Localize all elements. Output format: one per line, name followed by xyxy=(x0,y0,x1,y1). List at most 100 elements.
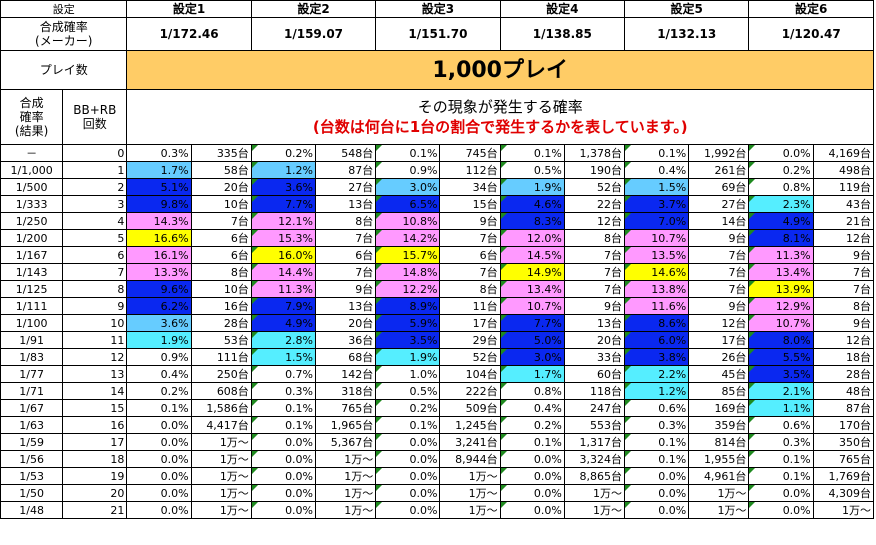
setting-1-probability: 0.2% xyxy=(126,382,192,400)
setting-4-probability: 0.4% xyxy=(499,399,565,417)
setting-3-machine-count: 3,241台 xyxy=(439,433,501,451)
setting-1-machine-count: 111台 xyxy=(190,348,252,366)
setting-3-machine-count: 745台 xyxy=(439,144,501,162)
setting-2-probability: 0.1% xyxy=(250,416,317,434)
setting-1-machine-count: 10台 xyxy=(190,280,252,298)
setting-3-machine-count: 34台 xyxy=(439,178,501,196)
row-result-odds: 1/63 xyxy=(0,416,64,434)
table-row: － 0 0.3% 335台 0.2% 548台 0.1% 745台 0.1% 1,378台 0.1%… xyxy=(0,144,875,162)
setting-4-machine-count: 8,865台 xyxy=(563,467,626,485)
setting-3-probability: 3.5% xyxy=(375,331,441,349)
setting-3-odds: 1/151.70 xyxy=(375,17,501,51)
setting-6-probability: 2.3% xyxy=(748,195,814,213)
table-row: 1/50 20 0.0% 1万～ 0.0% 1万～ 0.0% 1万～ 0.0% 1万～ 0.0% 1万… xyxy=(0,484,875,502)
setting-6-probability: 0.0% xyxy=(748,484,814,502)
row-bbrb-count: 13 xyxy=(62,365,128,383)
setting-1-probability: 16.6% xyxy=(126,229,192,247)
table-row: 1/500 2 5.1% 20台 3.6% 27台 3.0% 34台 1.9% 52台 1.5% 69… xyxy=(0,178,875,196)
plays-label: プレイ数 xyxy=(0,50,128,90)
setting-6-probability: 13.4% xyxy=(748,263,814,281)
setting-3-machine-count: 52台 xyxy=(439,348,501,366)
setting-5-machine-count: 85台 xyxy=(688,382,750,400)
setting-5-machine-count: 261台 xyxy=(688,161,750,179)
setting-6-machine-count: 7台 xyxy=(812,280,875,298)
setting-1-probability: 0.0% xyxy=(126,433,192,451)
table-row: 1/63 16 0.0% 4,417台 0.1% 1,965台 0.1% 1,245台 0.2%… xyxy=(0,416,875,434)
row-result-odds: 1/143 xyxy=(0,263,64,281)
row-result-odds: 1/500 xyxy=(0,178,64,196)
row-result-odds: 1/67 xyxy=(0,399,64,417)
table-row: 1/56 18 0.0% 1万～ 0.0% 1万～ 0.0% 8,944台 0.0% 3,324台… xyxy=(0,450,875,468)
setting-6-header: 設定6 xyxy=(748,0,874,18)
setting-1-probability: 1.9% xyxy=(126,331,192,349)
setting-5-probability: 0.3% xyxy=(624,416,690,434)
setting-4-machine-count: 1,317台 xyxy=(563,433,626,451)
setting-2-probability: 0.0% xyxy=(250,433,317,451)
setting-5-machine-count: 45台 xyxy=(688,365,750,383)
row-bbrb-count: 5 xyxy=(62,229,128,247)
setting-4-machine-count: 1,378台 xyxy=(563,144,626,162)
row-result-odds: 1/167 xyxy=(0,246,64,264)
row-bbrb-count: 14 xyxy=(62,382,128,400)
table-row: 1/53 19 0.0% 1万～ 0.0% 1万～ 0.0% 1万～ 0.0% 8,865台 0.0… xyxy=(0,467,875,485)
setting-4-machine-count: 20台 xyxy=(563,331,626,349)
setting-5-probability: 0.4% xyxy=(624,161,690,179)
setting-3-machine-count: 15台 xyxy=(439,195,501,213)
setting-1-machine-count: 58台 xyxy=(190,161,252,179)
setting-1-probability: 9.6% xyxy=(126,280,192,298)
setting-5-machine-count: 7台 xyxy=(688,280,750,298)
setting-2-machine-count: 318台 xyxy=(315,382,377,400)
row-bbrb-count: 15 xyxy=(62,399,128,417)
setting-1-probability: 0.0% xyxy=(126,467,192,485)
setting-3-machine-count: 104台 xyxy=(439,365,501,383)
setting-3-machine-count: 1万～ xyxy=(439,467,501,485)
setting-3-probability: 6.5% xyxy=(375,195,441,213)
setting-6-machine-count: 28台 xyxy=(812,365,875,383)
setting-2-probability: 0.0% xyxy=(250,450,317,468)
setting-4-machine-count: 13台 xyxy=(563,314,626,332)
table-row: 1/333 3 9.8% 10台 7.7% 13台 6.5% 15台 4.6% 22台 3.7% 27… xyxy=(0,195,875,213)
setting-2-machine-count: 5,367台 xyxy=(315,433,377,451)
setting-5-probability: 0.1% xyxy=(624,144,690,162)
setting-2-machine-count: 1万～ xyxy=(315,501,377,519)
setting-3-probability: 14.2% xyxy=(375,229,441,247)
setting-1-machine-count: 7台 xyxy=(190,212,252,230)
setting-3-machine-count: 7台 xyxy=(439,229,501,247)
row-result-odds: 1/77 xyxy=(0,365,64,383)
table-row: 1/91 11 1.9% 53台 2.8% 36台 3.5% 29台 5.0% 20台 6.0% 17… xyxy=(0,331,875,349)
setting-6-probability: 0.0% xyxy=(748,501,814,519)
setting-5-header: 設定5 xyxy=(624,0,750,18)
setting-1-machine-count: 335台 xyxy=(190,144,252,162)
setting-1-probability: 0.0% xyxy=(126,501,192,519)
setting-3-probability: 0.1% xyxy=(375,144,441,162)
setting-5-machine-count: 1万～ xyxy=(688,484,750,502)
setting-1-machine-count: 1万～ xyxy=(190,484,252,502)
setting-3-probability: 0.2% xyxy=(375,399,441,417)
setting-6-probability: 0.6% xyxy=(748,416,814,434)
setting-4-machine-count: 1万～ xyxy=(563,501,626,519)
setting-3-probability: 0.0% xyxy=(375,467,441,485)
row-result-odds: 1/53 xyxy=(0,467,64,485)
setting-3-machine-count: 1万～ xyxy=(439,501,501,519)
setting-4-header: 設定4 xyxy=(499,0,626,18)
setting-6-probability: 2.1% xyxy=(748,382,814,400)
setting-4-machine-count: 52台 xyxy=(563,178,626,196)
setting-2-machine-count: 68台 xyxy=(315,348,377,366)
setting-5-probability: 0.0% xyxy=(624,467,690,485)
row-bbrb-count: 1 xyxy=(62,161,128,179)
setting-6-machine-count: 21台 xyxy=(812,212,875,230)
setting-6-machine-count: 1万～ xyxy=(812,501,875,519)
setting-4-probability: 4.6% xyxy=(499,195,565,213)
row-result-odds: 1/71 xyxy=(0,382,64,400)
setting-4-probability: 0.0% xyxy=(499,484,565,502)
setting-1-machine-count: 1万～ xyxy=(190,501,252,519)
setting-1-machine-count: 1万～ xyxy=(190,450,252,468)
row-result-odds: 1/333 xyxy=(0,195,64,213)
setting-4-probability: 7.7% xyxy=(499,314,565,332)
bbrb-count-header-line1: BB+RB xyxy=(73,103,117,117)
setting-1-probability: 9.8% xyxy=(126,195,192,213)
table-row: 1/59 17 0.0% 1万～ 0.0% 5,367台 0.0% 3,241台 0.1% 1,3… xyxy=(0,433,875,451)
setting-4-machine-count: 553台 xyxy=(563,416,626,434)
setting-4-probability: 0.0% xyxy=(499,467,565,485)
setting-4-probability: 0.5% xyxy=(499,161,565,179)
